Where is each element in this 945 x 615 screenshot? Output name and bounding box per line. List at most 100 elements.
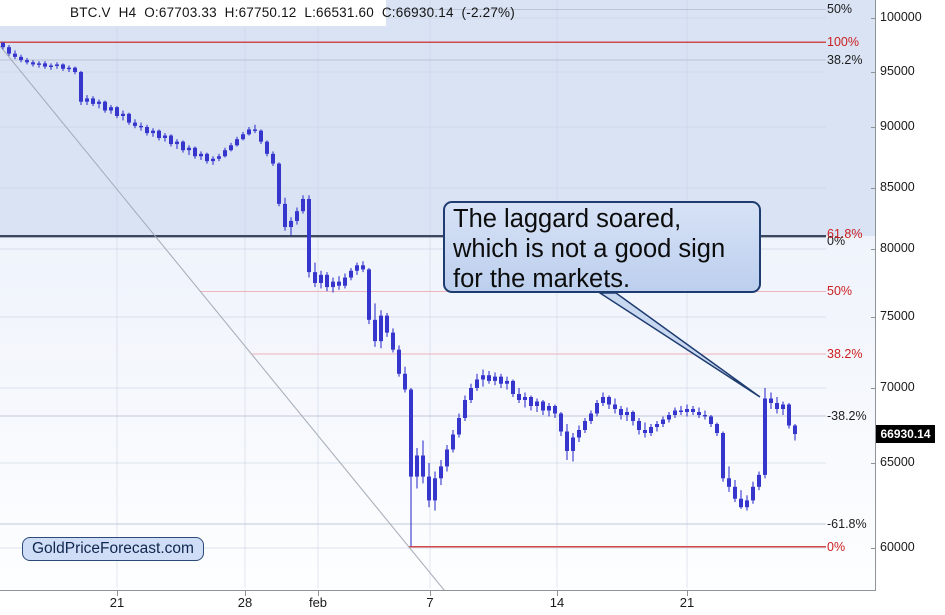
candle [331,281,335,288]
candle [127,113,131,123]
candle [505,380,509,384]
fib-label-black: 50% [827,2,853,17]
annotation-line: for the markets. [453,265,631,293]
candle [655,424,659,427]
candle [553,406,557,414]
candle [727,478,731,487]
price-tick-label: 65000 [880,455,915,469]
candle [607,397,611,405]
candle [235,139,239,146]
date-tick [687,591,688,596]
date-tick [430,591,431,596]
candle [79,72,83,102]
ohlc-header: BTC.V H4 O:67703.33 H:67750.12 L:66531.6… [70,5,515,20]
candle [367,269,371,320]
candle [91,98,95,104]
candle [259,130,263,142]
price-tick [871,548,876,549]
candle [13,53,17,57]
candle [199,153,203,157]
candle [637,421,641,430]
candle [223,150,227,157]
candle [751,486,755,501]
candle [1,42,5,48]
candle [115,107,119,116]
candle [349,270,353,278]
trendline [0,45,445,590]
price-tick [871,463,876,464]
candle [379,315,383,342]
annotation-callout[interactable]: The laggard soared, which is not a good … [443,201,761,293]
date-label: feb [308,595,328,610]
candle [493,376,497,381]
date-tick [318,591,319,596]
candle [7,47,11,54]
date-label: 28 [237,595,253,610]
candle [283,203,287,228]
candle [109,107,113,111]
date-label: 7 [426,595,434,610]
candle [67,67,71,70]
candle [319,274,323,283]
candle [739,498,743,508]
fib-label-black: -61.8% [827,517,867,532]
candle [193,147,197,157]
candle [151,130,155,134]
candle [679,410,683,412]
candle [703,415,707,417]
candle [469,388,473,400]
candle [673,410,677,415]
candle [661,419,665,424]
candle [229,145,233,151]
candle [55,64,59,66]
price-tick-label: 70000 [880,380,915,394]
candle [313,272,317,283]
candle [559,413,563,432]
candle [589,413,593,421]
date-tick [557,591,558,596]
candle [325,274,329,288]
candle [289,220,293,228]
candle [625,412,629,415]
candle [103,101,107,111]
candle [601,397,605,403]
watermark-badge: GoldPriceForecast.com [22,537,204,561]
candle [181,141,185,151]
candle [583,421,587,430]
callout-pointer [597,292,761,398]
date-label: 14 [549,595,565,610]
candle [643,430,647,433]
candle [277,163,281,204]
candle [337,281,341,286]
candle [25,60,29,63]
candle [187,147,191,151]
candle [43,63,47,67]
candle [241,134,245,140]
candle [547,406,551,411]
date-tick [117,591,118,596]
price-tick-label: 80000 [880,241,915,255]
price-tick [871,188,876,189]
candle [463,400,467,418]
price-tick [871,388,876,389]
candle [37,63,41,65]
candle [391,332,395,350]
price-chart-plot[interactable] [0,0,876,590]
candle [745,500,749,508]
candle [499,376,503,384]
candle [529,397,533,406]
candle [163,135,167,138]
candle [793,425,797,435]
candle [133,122,137,126]
candle [85,98,89,102]
candle [781,404,785,409]
candle [217,156,221,159]
candle [295,211,299,221]
price-axis-line [875,0,876,591]
date-label: 21 [109,595,125,610]
candle [403,373,407,390]
price-tick-label: 60000 [880,540,915,554]
candle [157,130,161,138]
price-tick [871,72,876,73]
